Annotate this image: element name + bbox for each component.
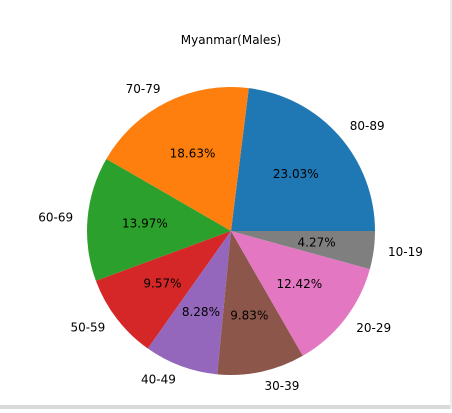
percent-label-50-59: 9.57% xyxy=(143,277,181,291)
category-label-50-59: 50-59 xyxy=(70,320,105,334)
percent-label-80-89: 23.03% xyxy=(273,167,319,181)
category-label-60-69: 60-69 xyxy=(38,211,73,225)
percent-label-40-49: 8.28% xyxy=(182,305,220,319)
pie-slice-80-89 xyxy=(231,88,375,231)
percent-label-20-29: 12.42% xyxy=(276,277,322,291)
category-label-30-39: 30-39 xyxy=(265,379,300,393)
pie-slice-10-19 xyxy=(231,231,376,270)
chart-title: Myanmar(Males) xyxy=(181,33,281,47)
pie-slice-40-49 xyxy=(147,231,231,375)
pie-slice-70-79 xyxy=(106,86,249,231)
pie-slice-30-39 xyxy=(217,231,303,375)
category-label-10-19: 10-19 xyxy=(388,245,423,259)
category-labels: 80-89 70-79 60-69 50-59 40-49 30-39 20-29 10-19 xyxy=(38,82,423,393)
percent-label-30-39: 9.83% xyxy=(230,308,268,322)
pie-slice-60-69 xyxy=(87,158,232,281)
percent-label-10-19: 4.27% xyxy=(298,236,336,250)
pie-slices xyxy=(87,86,376,375)
window-right-edge xyxy=(450,0,452,409)
percent-label-60-69: 13.97% xyxy=(122,217,168,231)
pie-slice-50-59 xyxy=(95,231,231,349)
window-bottom-edge xyxy=(0,405,452,409)
category-label-20-29: 20-29 xyxy=(356,321,391,335)
category-label-40-49: 40-49 xyxy=(141,372,176,386)
percent-labels: 23.03% 18.63% 13.97% 9.57%8.28% 9.83% 12.42% 4… xyxy=(122,147,336,323)
percent-label-70-79: 18.63% xyxy=(170,147,216,161)
category-label-80-89: 80-89 xyxy=(350,119,385,133)
category-label-70-79: 70-79 xyxy=(126,82,161,96)
pie-slice-20-29 xyxy=(231,231,370,356)
